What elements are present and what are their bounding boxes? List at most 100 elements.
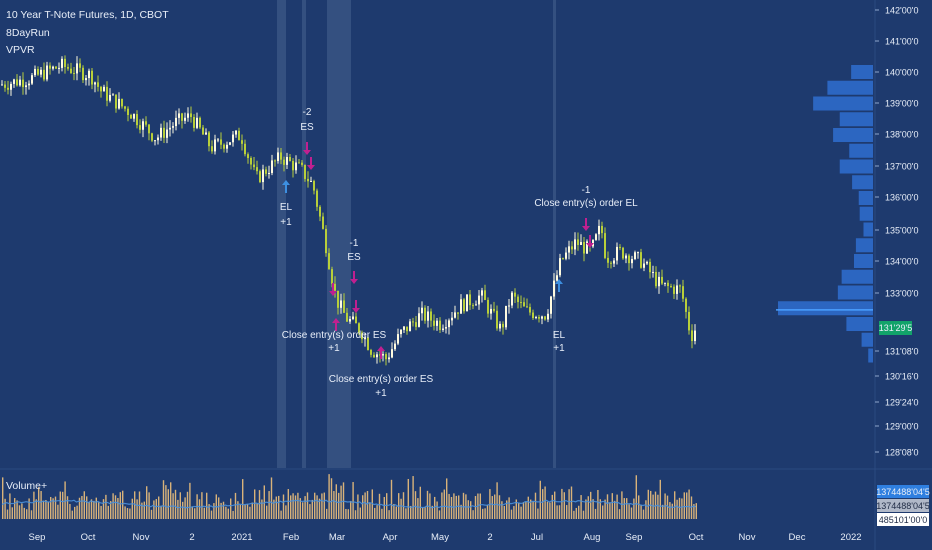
candle xyxy=(649,261,651,273)
volume-bar xyxy=(218,497,220,519)
volume-bar xyxy=(244,504,246,519)
candle xyxy=(409,321,411,332)
volume-bar xyxy=(285,505,287,519)
candle xyxy=(244,143,246,155)
vpvr-bar xyxy=(859,206,873,221)
candle xyxy=(247,154,249,159)
volume-bar xyxy=(318,498,321,519)
candle xyxy=(616,246,618,261)
candle xyxy=(595,234,597,240)
volume-bar xyxy=(676,499,678,519)
volume-bar xyxy=(88,502,90,519)
candle xyxy=(331,269,333,284)
volume-bar xyxy=(146,486,148,519)
volume-bar xyxy=(630,507,633,519)
volume-bar xyxy=(54,496,57,519)
volume-pane-label[interactable]: Volume+ xyxy=(6,480,48,492)
vpvr-bar xyxy=(861,332,873,347)
candle xyxy=(280,152,282,160)
candle xyxy=(472,305,474,307)
indicator-vpvr[interactable]: VPVR xyxy=(6,44,35,56)
price-tick: 136'00'0 xyxy=(885,193,918,203)
volume-bar xyxy=(18,505,21,519)
volume-bar xyxy=(614,500,616,519)
candle xyxy=(547,313,549,320)
volume-bar xyxy=(239,504,241,519)
volume-bar xyxy=(21,503,23,519)
candle xyxy=(598,225,600,235)
volume-bar xyxy=(153,500,155,519)
candle xyxy=(145,121,147,125)
short-arrow-es1b xyxy=(307,157,315,170)
time-tick: 2 xyxy=(189,532,194,543)
volume-bar xyxy=(105,494,107,519)
volume-bar xyxy=(162,480,165,519)
volume-bar xyxy=(213,503,215,519)
annotation-el1-label: EL xyxy=(280,202,293,213)
volume-bar xyxy=(83,491,85,519)
candle xyxy=(607,257,609,263)
candle xyxy=(328,253,330,270)
volume-bar xyxy=(688,489,690,519)
candle xyxy=(211,146,213,152)
candle xyxy=(193,116,195,128)
candle xyxy=(154,140,156,142)
vpvr-bar xyxy=(863,222,873,237)
candle xyxy=(79,63,81,68)
candle xyxy=(550,296,552,314)
volume-bar xyxy=(206,492,208,519)
price-tick: 131'08'0 xyxy=(885,347,918,357)
candle xyxy=(382,354,384,356)
candle xyxy=(364,337,366,340)
annotation-es1-qty: -2 xyxy=(303,107,312,118)
volume-bar xyxy=(304,496,306,519)
volume-bar xyxy=(594,508,597,519)
volume-bar xyxy=(270,477,273,519)
volume-bar xyxy=(501,501,503,519)
candle xyxy=(298,162,300,164)
volume-bar xyxy=(249,506,251,519)
volume-bar xyxy=(364,492,366,519)
price-tick: 138'00'0 xyxy=(885,130,918,140)
time-tick: Aug xyxy=(584,532,601,543)
volume-bar xyxy=(580,495,582,519)
volume-bar xyxy=(635,475,637,519)
indicator-8dayrun[interactable]: 8DayRun xyxy=(6,27,50,39)
volume-bar xyxy=(616,494,618,519)
candle xyxy=(43,69,45,80)
candle xyxy=(460,299,462,314)
vpvr-bar xyxy=(833,128,873,142)
candle xyxy=(190,113,192,117)
volume-bar xyxy=(222,501,225,519)
volume-bar xyxy=(299,498,301,519)
volume-bar xyxy=(618,509,621,519)
volume-bar xyxy=(506,500,508,519)
time-tick: Oct xyxy=(689,532,704,543)
volume-bar xyxy=(570,486,573,519)
volume-badge-1-label: 1374488'04'5 xyxy=(876,487,930,497)
volume-bar xyxy=(462,492,465,519)
volume-bar xyxy=(633,498,635,519)
candle xyxy=(46,65,48,80)
candle xyxy=(166,129,168,138)
candle xyxy=(133,114,135,119)
volume-bar xyxy=(292,493,294,519)
candle xyxy=(403,326,405,330)
annotation-es2-label: ES xyxy=(347,252,361,263)
volume-bar xyxy=(659,479,661,519)
candle xyxy=(445,327,447,329)
current-price-label: 131'29'5 xyxy=(879,323,912,333)
volume-bar xyxy=(155,499,157,519)
candle xyxy=(526,306,528,308)
candle xyxy=(388,357,390,360)
volume-bar xyxy=(266,505,268,519)
vpvr-bar xyxy=(813,96,873,111)
price-tick: 135'00'0 xyxy=(885,226,918,236)
volume-bar xyxy=(40,490,42,519)
candle xyxy=(427,311,429,321)
candle xyxy=(418,313,420,327)
candle xyxy=(178,113,180,118)
time-tick: May xyxy=(431,532,449,543)
price-tick: 129'24'0 xyxy=(885,398,918,408)
